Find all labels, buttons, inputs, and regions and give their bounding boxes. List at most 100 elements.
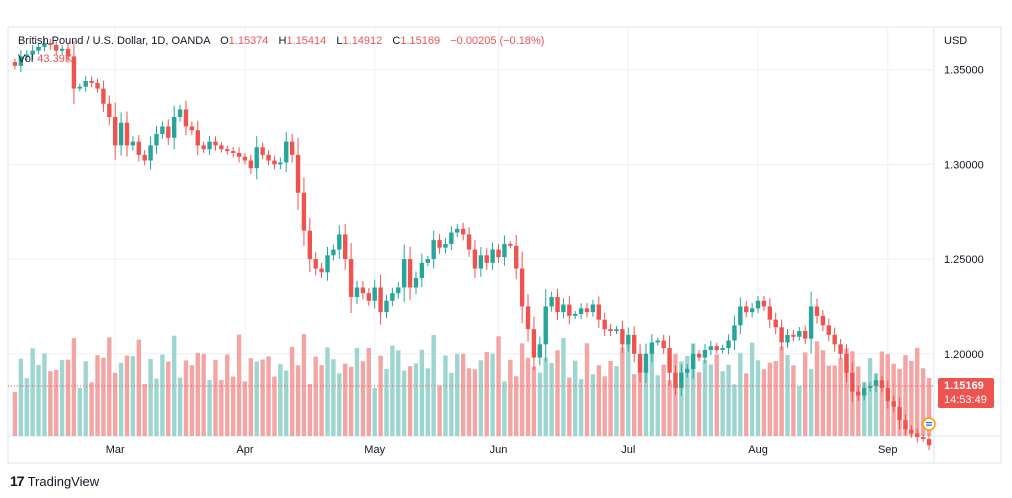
currency-label[interactable]: USD bbox=[944, 35, 968, 47]
volume-bar bbox=[608, 361, 613, 436]
candle-body bbox=[36, 46, 41, 51]
volume-bar bbox=[926, 378, 932, 436]
candle-body bbox=[378, 287, 383, 313]
symbol-legend: British Pound / U.S. Dollar, 1D, OANDA O… bbox=[18, 35, 544, 47]
volume-bar bbox=[755, 360, 761, 436]
volume-bar bbox=[313, 356, 318, 436]
candle-body bbox=[773, 319, 778, 328]
tradingview-logo[interactable]: 17 TradingView bbox=[10, 473, 99, 489]
tradingview-logo-text: TradingView bbox=[27, 473, 100, 489]
volume-bar bbox=[803, 352, 808, 436]
candle-body bbox=[708, 346, 714, 350]
volume-bar bbox=[189, 365, 195, 436]
candle-body bbox=[401, 259, 407, 288]
y-tick-label: 1.20000 bbox=[944, 349, 984, 361]
volume-bar bbox=[236, 334, 242, 436]
candle-body bbox=[331, 249, 336, 256]
candle-body bbox=[602, 319, 607, 330]
volume-bar bbox=[77, 387, 83, 436]
candle-body bbox=[785, 334, 790, 343]
volume-bar bbox=[466, 368, 472, 436]
candle-body bbox=[219, 145, 224, 150]
candle-body bbox=[484, 255, 489, 263]
volume-bar bbox=[71, 338, 77, 436]
volume-label: Vol bbox=[18, 53, 34, 65]
candle-body bbox=[903, 420, 908, 430]
snapshot-icon[interactable] bbox=[922, 417, 936, 431]
volume-bar bbox=[561, 338, 566, 436]
x-tick-label: Sep bbox=[878, 444, 898, 456]
volume-bar bbox=[814, 341, 820, 436]
volume-bar bbox=[337, 373, 342, 436]
candle-body bbox=[431, 240, 436, 260]
candle-body bbox=[213, 141, 218, 146]
candle-body bbox=[920, 437, 926, 440]
volume-bar bbox=[95, 355, 100, 436]
volume-bar bbox=[797, 385, 802, 436]
candle-body bbox=[543, 306, 548, 345]
candle-body bbox=[631, 334, 637, 354]
volume-bar bbox=[578, 379, 584, 436]
volume-bar bbox=[490, 353, 495, 436]
candle-body bbox=[867, 385, 873, 388]
candle-body bbox=[514, 245, 519, 269]
volume-bar bbox=[620, 347, 625, 436]
candle-body bbox=[366, 293, 371, 301]
volume-bar bbox=[260, 359, 265, 436]
candle-body bbox=[166, 126, 171, 138]
volume-bar bbox=[903, 355, 908, 436]
x-tick-label: May bbox=[364, 444, 385, 456]
volume-bar bbox=[761, 369, 767, 436]
candle-body bbox=[649, 342, 655, 354]
volume-bar bbox=[177, 377, 183, 436]
candle-body bbox=[838, 344, 843, 354]
volume-bar bbox=[779, 346, 784, 436]
candle-body bbox=[48, 43, 53, 45]
volume-bar bbox=[407, 366, 413, 436]
volume-bar bbox=[667, 380, 672, 436]
volume-bar bbox=[195, 352, 200, 436]
volume-legend[interactable]: Vol 43.39K bbox=[18, 53, 72, 65]
volume-bar bbox=[449, 372, 454, 436]
candle-body bbox=[301, 192, 307, 231]
volume-bar bbox=[519, 343, 525, 436]
volume-bar bbox=[89, 382, 94, 436]
candle-body bbox=[460, 228, 466, 235]
volume-bar bbox=[826, 365, 831, 436]
volume-bar bbox=[879, 351, 885, 436]
volume-bar bbox=[378, 355, 383, 436]
volume-bar bbox=[714, 354, 719, 436]
volume-bar bbox=[785, 354, 790, 436]
candle-body bbox=[207, 141, 212, 150]
candle-body bbox=[136, 141, 141, 155]
volume-bar bbox=[661, 364, 666, 436]
candle-body bbox=[360, 287, 366, 294]
volume-bar bbox=[643, 368, 649, 436]
volume-bar bbox=[726, 364, 731, 436]
symbol-title[interactable]: British Pound / U.S. Dollar, 1D, OANDA bbox=[18, 35, 210, 47]
y-tick-label: 1.35000 bbox=[944, 65, 984, 77]
volume-bar bbox=[567, 377, 572, 436]
volume-bar bbox=[655, 375, 660, 436]
candle-body bbox=[195, 130, 200, 146]
last-price-badge: 1.15169 14:53:49 bbox=[938, 378, 994, 408]
candle-body bbox=[118, 122, 124, 146]
candle-body bbox=[242, 156, 248, 161]
candle-body bbox=[419, 262, 425, 279]
volume-bar bbox=[909, 360, 914, 436]
volume-bar bbox=[920, 368, 926, 436]
candle-body bbox=[154, 134, 159, 146]
volume-bar bbox=[555, 350, 560, 436]
candle-body bbox=[720, 348, 725, 350]
volume-bar bbox=[573, 360, 578, 436]
volume-bar bbox=[372, 388, 377, 436]
volume-bar bbox=[820, 350, 826, 436]
candle-body bbox=[620, 329, 625, 345]
candle-body bbox=[926, 439, 932, 446]
close-label: C bbox=[392, 35, 401, 47]
volume-bar bbox=[838, 357, 843, 436]
candle-body bbox=[814, 306, 820, 316]
candle-body bbox=[696, 353, 702, 358]
